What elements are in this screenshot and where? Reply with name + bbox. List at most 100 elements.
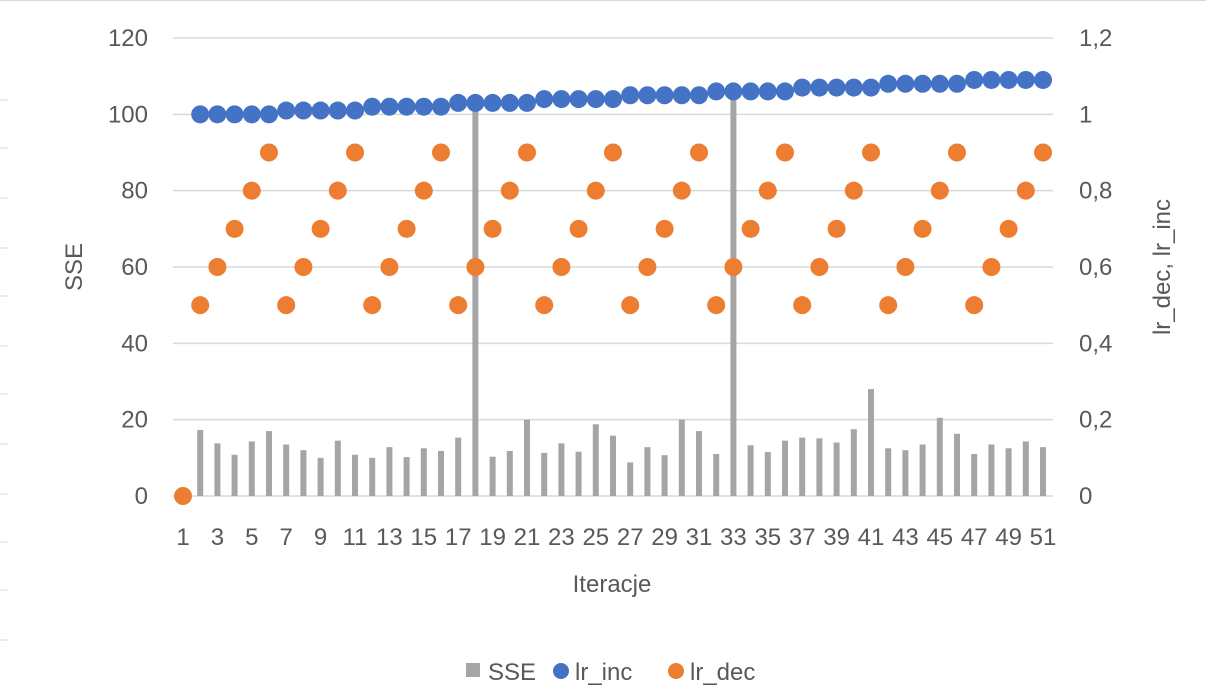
sse-bar — [231, 454, 238, 496]
lr-inc-point — [965, 70, 984, 89]
y-tick-label: 120 — [108, 25, 148, 52]
legend-sse-swatch — [466, 663, 480, 677]
lr-dec-point — [1016, 181, 1035, 200]
lr-inc-point — [862, 78, 880, 97]
x-tick-label: 9 — [314, 524, 327, 551]
sse-bar — [782, 440, 788, 496]
sse-bar — [713, 454, 720, 496]
lr-dec-point — [277, 296, 296, 315]
lr-dec-point — [552, 258, 571, 276]
legend-lr-dec-marker — [668, 663, 684, 679]
lr-dec-point — [913, 219, 932, 238]
legend-lr-inc-label: lr_inc — [575, 659, 632, 686]
x-tick-label: 15 — [410, 524, 437, 551]
sse-bar — [472, 110, 479, 497]
lr-inc-point — [1034, 70, 1052, 89]
legend-lr-inc-marker — [553, 663, 569, 679]
sse-bar — [489, 456, 496, 496]
sse-bar — [971, 454, 978, 496]
lr-dec-point — [500, 181, 519, 200]
lr-inc-point — [328, 101, 347, 120]
lr-dec-point — [724, 258, 743, 276]
y2-axis-title: lr_dec, lr_inc — [1149, 199, 1176, 335]
lr-inc-point — [844, 78, 863, 97]
x-tick-label: 27 — [617, 524, 644, 551]
x-tick-label: 25 — [582, 524, 609, 551]
sse-bar — [678, 419, 685, 496]
lr-inc-point — [982, 70, 1001, 89]
x-tick-label: 11 — [343, 524, 368, 551]
lr-dec-point — [741, 219, 760, 238]
lr-dec-point — [174, 487, 192, 505]
sse-bar — [954, 433, 960, 496]
lr-inc-point — [776, 82, 794, 101]
lr-dec-point — [896, 258, 915, 276]
y-tick-label: 100 — [108, 101, 148, 128]
sse-bar — [420, 448, 427, 496]
lr-inc-point — [208, 105, 227, 124]
lr-inc-points — [191, 70, 1052, 124]
lr-dec-point — [311, 219, 330, 238]
lr-inc-point — [518, 93, 536, 112]
lr-inc-point — [896, 74, 915, 93]
lr-inc-point — [655, 86, 674, 105]
x-tick-label: 33 — [720, 524, 747, 551]
lr-dec-point — [655, 219, 674, 238]
lr-dec-point — [879, 296, 898, 315]
lr-dec-point — [414, 181, 433, 200]
lr-inc-point — [260, 105, 278, 124]
legend[interactable]: SSE lr_inc lr_dec — [466, 659, 755, 686]
lr-dec-point — [638, 258, 657, 276]
lr-dec-point — [862, 143, 880, 162]
sse-bar — [575, 451, 582, 496]
x-tick-label: 43 — [892, 524, 919, 551]
sse-bar — [283, 444, 290, 496]
sse-bar — [936, 417, 943, 496]
x-axis-ticks: 1 3 5 7 9 11 13 15 17 19 21 23 25 27 29 31 33 35 37 39 41 43 4… — [176, 524, 1056, 551]
lr-inc-point — [621, 86, 640, 105]
lr-dec-point — [948, 143, 966, 162]
x-tick-label: 47 — [961, 524, 988, 551]
sse-bar — [592, 424, 599, 496]
x-tick-label: 35 — [754, 524, 781, 551]
y-tick-label: 0 — [135, 483, 148, 510]
lr-dec-point — [586, 181, 605, 200]
lr-dec-point — [707, 296, 726, 315]
lr-inc-point — [999, 70, 1018, 89]
sse-bar — [266, 431, 272, 496]
lr-inc-point — [758, 82, 777, 101]
lr-dec-point — [242, 181, 261, 200]
lr-dec-point — [569, 219, 588, 238]
sse-bar — [248, 441, 255, 496]
y-tick-label: 60 — [121, 254, 148, 281]
sse-bar — [1005, 448, 1012, 496]
sse-bar — [369, 457, 376, 496]
lr-dec-point — [844, 181, 863, 200]
lr-inc-point — [414, 97, 433, 116]
lr-dec-point — [810, 258, 829, 276]
sse-bar — [558, 443, 565, 496]
lr-dec-point — [225, 219, 244, 238]
x-tick-label: 39 — [823, 524, 850, 551]
sse-bar — [885, 448, 892, 496]
lr-inc-point — [432, 97, 450, 116]
lr-dec-point — [328, 181, 347, 200]
lr-dec-point — [776, 143, 794, 162]
sse-bar — [197, 429, 204, 496]
lr-dec-point — [260, 143, 278, 162]
row-header-strip — [0, 99, 8, 641]
y2-tick-label: 1,2 — [1079, 25, 1112, 52]
sse-bar — [438, 450, 444, 496]
y2-tick-label: 1 — [1079, 101, 1092, 128]
lr-dec-point — [449, 296, 468, 315]
sse-bar — [902, 450, 909, 496]
sse-bar — [661, 455, 668, 496]
left-axis-ticks: 0 20 40 60 80 100 120 — [108, 25, 148, 510]
x-tick-label: 41 — [858, 524, 885, 551]
y2-tick-label: 0,2 — [1079, 407, 1112, 434]
sse-bar — [300, 450, 307, 496]
lr-inc-point — [380, 97, 399, 116]
lr-inc-point — [707, 82, 726, 101]
y-tick-label: 20 — [121, 407, 148, 434]
